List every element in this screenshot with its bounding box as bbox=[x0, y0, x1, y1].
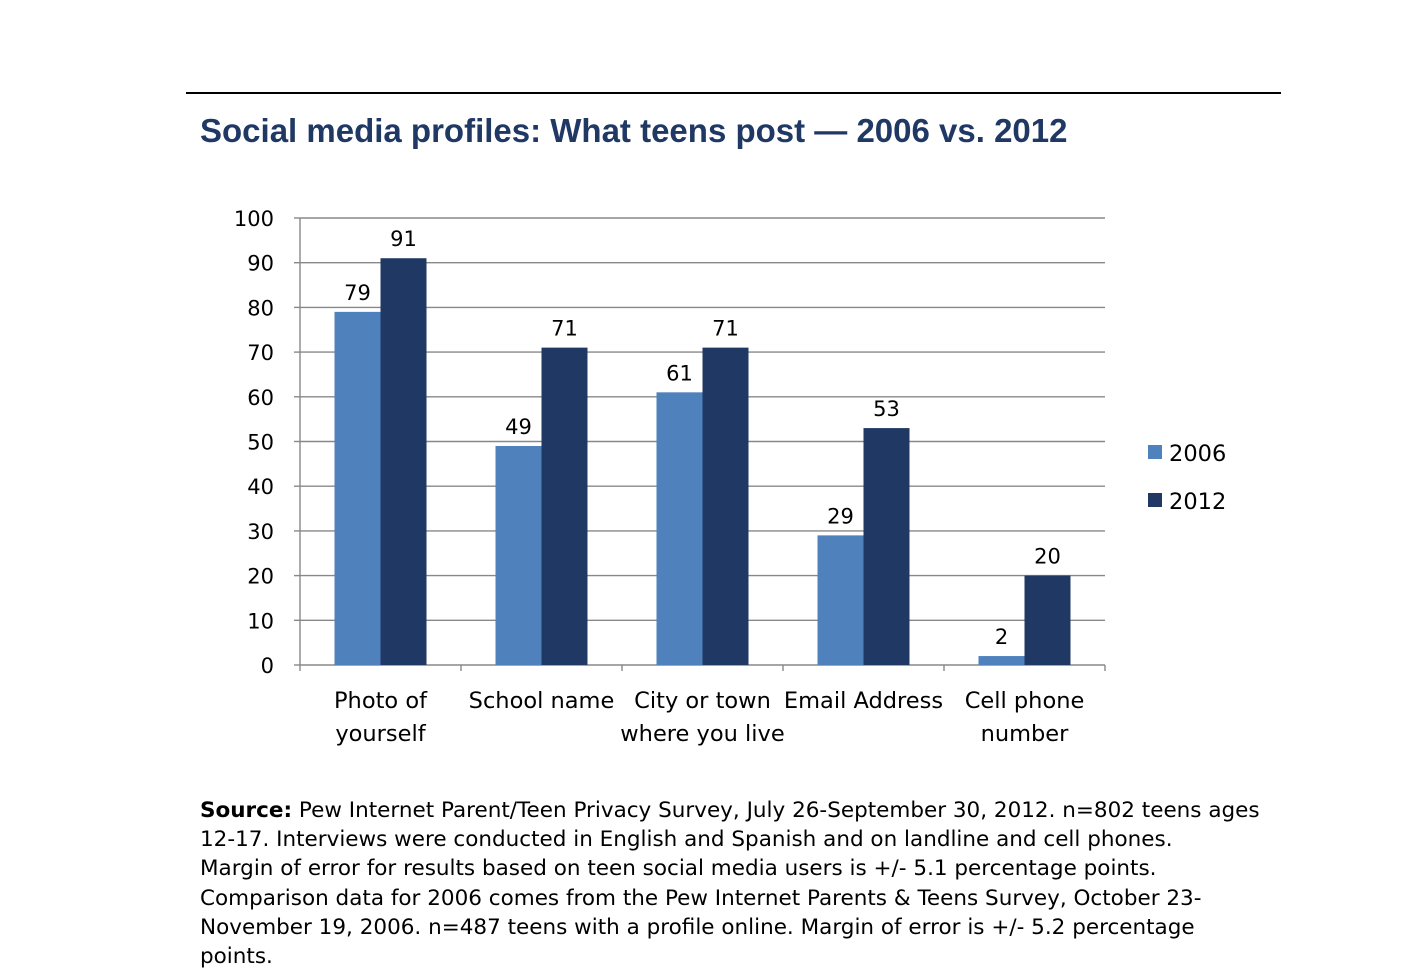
bar-2006 bbox=[495, 445, 542, 665]
source-note: Source: Pew Internet Parent/Teen Privacy… bbox=[200, 796, 1280, 971]
y-tick-label: 20 bbox=[247, 565, 274, 589]
y-tick-label: 50 bbox=[247, 431, 274, 455]
data-label: 71 bbox=[712, 317, 739, 341]
bar-2006 bbox=[817, 535, 864, 665]
data-label: 49 bbox=[505, 415, 532, 439]
bar-2012 bbox=[863, 428, 910, 665]
data-label: 20 bbox=[1034, 545, 1061, 569]
x-tick-label: Email Address bbox=[784, 688, 943, 714]
data-label: 79 bbox=[344, 281, 371, 305]
y-tick-label: 80 bbox=[247, 296, 274, 320]
x-tick-label: Photo of bbox=[334, 688, 428, 714]
y-tick-label: 30 bbox=[247, 520, 274, 544]
legend-swatch-2006 bbox=[1148, 445, 1162, 459]
legend-swatch-2012 bbox=[1148, 493, 1162, 507]
source-line: Pew Internet Parent/Teen Privacy Survey,… bbox=[292, 798, 1260, 823]
source-line: Margin of error for results based on tee… bbox=[200, 856, 1157, 882]
data-label: 91 bbox=[390, 227, 417, 251]
source-line: November 19, 2006. n=487 teens with a pr… bbox=[200, 914, 1195, 940]
data-label: 29 bbox=[827, 504, 854, 528]
y-tick-label: 40 bbox=[247, 475, 274, 499]
x-tick-label: where you live bbox=[620, 721, 784, 747]
bar-2012 bbox=[541, 347, 588, 665]
legend-label: 2012 bbox=[1169, 489, 1226, 515]
bar-2006 bbox=[334, 311, 381, 665]
source-line: Comparison data for 2006 comes from the … bbox=[200, 885, 1202, 911]
source-label: Source: bbox=[200, 798, 293, 823]
x-tick-label: City or town bbox=[634, 688, 771, 714]
x-tick-label: yourself bbox=[335, 721, 426, 747]
source-line: 12-17. Interviews were conducted in Engl… bbox=[200, 827, 1173, 853]
y-tick-label: 0 bbox=[261, 654, 274, 678]
bar-2006 bbox=[978, 656, 1025, 665]
bar-chart: 0 10 20 30 40 50 60 70 80 90 100 79 91 Photo of yourse… bbox=[234, 207, 1226, 747]
bar-2012 bbox=[380, 258, 427, 665]
x-tick-label: Cell phone bbox=[965, 688, 1085, 714]
data-label: 2 bbox=[995, 625, 1008, 649]
y-tick-label: 60 bbox=[247, 386, 274, 410]
y-tick-label: 10 bbox=[247, 609, 274, 633]
bar-2012 bbox=[1024, 575, 1071, 665]
x-tick-label: number bbox=[981, 721, 1070, 747]
data-label: 71 bbox=[551, 317, 578, 341]
top-rule bbox=[186, 92, 1281, 94]
chart-title: Social media profiles: What teens post —… bbox=[200, 112, 1068, 149]
legend-label: 2006 bbox=[1169, 441, 1226, 467]
bar-2006 bbox=[656, 392, 703, 665]
bar-2012 bbox=[702, 347, 749, 665]
data-label: 61 bbox=[666, 361, 693, 385]
data-label: 53 bbox=[873, 397, 900, 421]
y-tick-label: 100 bbox=[234, 207, 274, 231]
source-line: points. bbox=[200, 944, 273, 970]
y-tick-label: 70 bbox=[247, 341, 274, 365]
x-tick-label: School name bbox=[469, 688, 615, 714]
y-tick-label: 90 bbox=[247, 252, 274, 276]
